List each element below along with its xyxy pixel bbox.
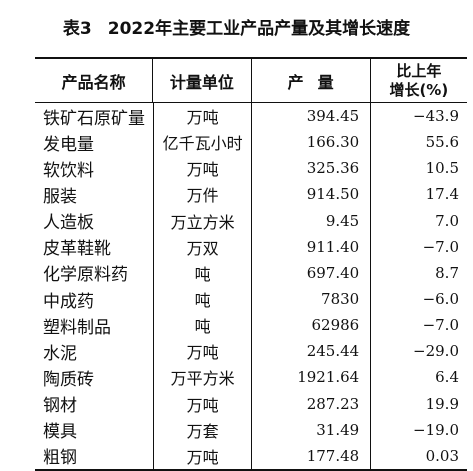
growth-cell: −43.9: [370, 103, 467, 130]
unit-cell: 万吨: [152, 155, 252, 182]
header-growth-line2: 增长(%): [389, 80, 449, 99]
table-row: 服装 万件 914.50 17.4: [35, 181, 467, 208]
output-cell: 9.45: [251, 207, 370, 234]
table-row: 塑料制品 吨 62986 −7.0: [35, 312, 467, 339]
growth-cell: 0.03: [370, 442, 467, 469]
table-row: 软饮料 万吨 325.36 10.5: [35, 155, 467, 182]
output-cell: 7830: [251, 285, 370, 313]
product-name-cell: 中成药: [43, 291, 94, 312]
product-name-cell: 水泥: [43, 343, 77, 364]
header-growth-line1: 比上年: [396, 61, 442, 80]
product-name-cell: 陶质砖: [43, 369, 94, 390]
table-row: 人造板 万立方米 9.45 7.0: [35, 207, 467, 234]
unit-cell: 万吨: [152, 442, 252, 469]
header-unit: 计量单位: [152, 59, 250, 102]
unit-cell: 亿千瓦小时: [152, 129, 252, 156]
output-cell: 31.49: [251, 416, 370, 443]
table-header: 产品名称 计量单位 产量 比上年 增长(%): [35, 59, 467, 103]
table-row: 模具 万套 31.49 −19.0: [35, 416, 467, 443]
growth-cell: 10.5: [370, 155, 467, 182]
table-title: 表3 2022年主要工业产品产量及其增长速度: [0, 14, 473, 44]
product-name-cell: 人造板: [43, 213, 94, 234]
unit-cell: 万立方米: [152, 207, 252, 234]
output-cell: 245.44: [251, 338, 370, 365]
growth-cell: −6.0: [370, 285, 467, 313]
table-row: 发电量 亿千瓦小时 166.30 55.6: [35, 129, 467, 156]
output-cell: 914.50: [251, 181, 370, 208]
growth-cell: 7.0: [370, 207, 467, 234]
growth-cell: 19.9: [370, 390, 467, 417]
unit-cell: 万平方米: [152, 364, 252, 391]
output-cell: 911.40: [251, 233, 370, 260]
product-name-cell: 发电量: [43, 134, 94, 155]
table-row: 钢材 万吨 287.23 19.9: [35, 390, 467, 417]
growth-cell: 6.4: [370, 364, 467, 391]
table-number: 表3: [62, 19, 92, 39]
table-body: 铁矿石原矿量 万吨 394.45 −43.9 发电量 亿千瓦小时 166.30 55.6 软饮料…: [35, 103, 467, 469]
table-row: 水泥 万吨 245.44 −29.0: [35, 338, 467, 365]
growth-cell: 55.6: [370, 129, 467, 156]
unit-cell: 万吨: [152, 338, 252, 365]
growth-cell: 17.4: [370, 181, 467, 208]
output-cell: 62986: [251, 312, 370, 339]
growth-cell: 8.7: [370, 259, 467, 286]
output-cell: 697.40: [251, 259, 370, 286]
growth-cell: −7.0: [370, 233, 467, 260]
unit-cell: 万套: [152, 416, 252, 443]
unit-cell: 万双: [152, 233, 252, 260]
growth-cell: −7.0: [370, 312, 467, 339]
product-name-cell: 皮革鞋靴: [43, 239, 111, 260]
table-row: 陶质砖 万平方米 1921.64 6.4: [35, 364, 467, 391]
output-cell: 325.36: [251, 155, 370, 182]
output-cell: 287.23: [251, 390, 370, 417]
product-name-cell: 软饮料: [43, 160, 94, 181]
output-cell: 166.30: [251, 129, 370, 156]
product-name-cell: 模具: [43, 422, 77, 443]
unit-cell: 万吨: [152, 103, 252, 130]
header-output: 产量: [250, 59, 370, 102]
table-row: 化学原料药 吨 697.40 8.7: [35, 259, 467, 286]
unit-cell: 吨: [152, 285, 252, 313]
unit-cell: 万件: [152, 181, 252, 208]
output-cell: 394.45: [251, 103, 370, 130]
table-title-text: 2022年主要工业产品产量及其增长速度: [107, 19, 411, 39]
table-row: 中成药 吨 7830 −6.0: [35, 285, 467, 313]
unit-cell: 吨: [152, 312, 252, 339]
product-name-cell: 化学原料药: [43, 265, 128, 286]
product-name-cell: 钢材: [43, 396, 77, 417]
unit-cell: 万吨: [152, 390, 252, 417]
output-cell: 177.48: [251, 442, 370, 469]
product-name-cell: 铁矿石原矿量: [43, 108, 145, 129]
product-name-cell: 塑料制品: [43, 317, 111, 338]
table-row: 粗钢 万吨 177.48 0.03: [35, 442, 467, 469]
product-name-cell: 粗钢: [43, 448, 77, 469]
unit-cell: 吨: [152, 259, 252, 286]
table-row: 铁矿石原矿量 万吨 394.45 −43.9: [35, 103, 467, 130]
product-name-cell: 服装: [43, 186, 77, 207]
header-product-name: 产品名称: [61, 72, 126, 92]
header-growth: 比上年 增长(%): [369, 59, 467, 102]
table-row: 皮革鞋靴 万双 911.40 −7.0: [35, 233, 467, 260]
output-cell: 1921.64: [251, 364, 370, 391]
industrial-output-table: 产品名称 计量单位 产量 比上年 增长(%) 铁矿石原矿量 万吨 394.45 −43…: [35, 57, 467, 471]
growth-cell: −29.0: [370, 338, 467, 365]
growth-cell: −19.0: [370, 416, 467, 443]
